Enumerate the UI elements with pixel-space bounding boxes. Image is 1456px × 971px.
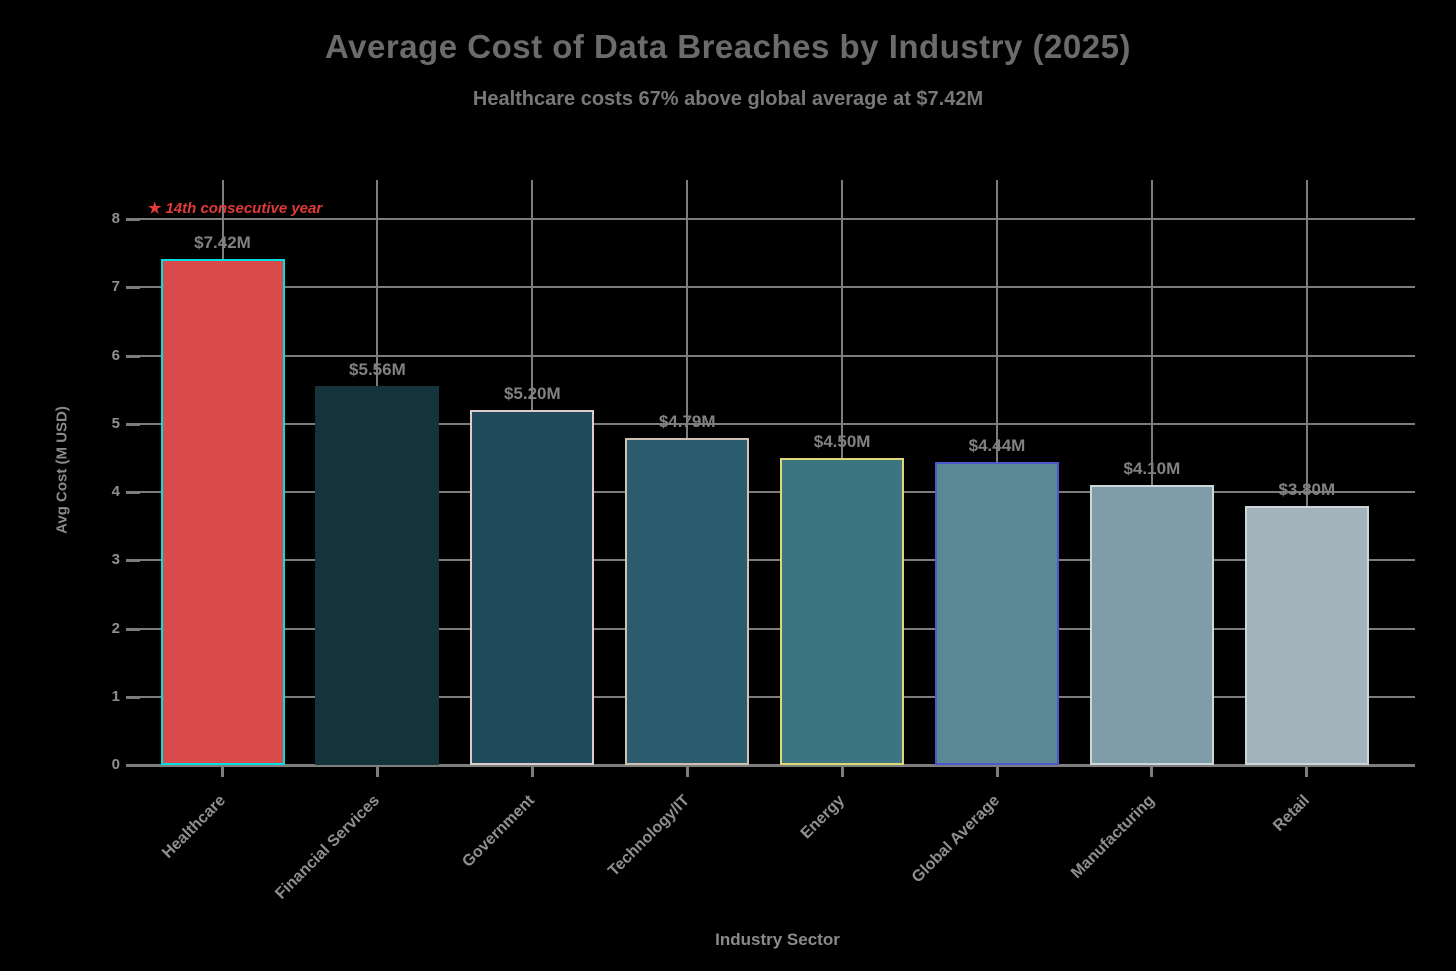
x-axis-tick — [221, 765, 224, 777]
y-axis-tick — [126, 286, 140, 290]
y-axis-title: Avg Cost (M USD) — [53, 406, 71, 534]
horizontal-gridline — [140, 695, 1415, 698]
chart-title: Average Cost of Data Breaches by Industr… — [325, 28, 1131, 65]
x-axis-tick — [995, 765, 999, 777]
y-axis-tick — [126, 627, 140, 631]
bar-healthcare — [160, 258, 285, 765]
horizontal-gridline — [140, 627, 1415, 630]
x-axis-tick — [375, 765, 379, 777]
bar-value-label: $5.20M — [503, 384, 561, 404]
x-axis-title: Industry Sector — [715, 930, 840, 949]
horizontal-gridline — [140, 559, 1415, 562]
x-axis-tick — [530, 765, 534, 777]
y-tick-label: 2 — [111, 619, 120, 637]
x-axis-tick — [1305, 765, 1309, 777]
y-tick-label: 8 — [111, 210, 120, 227]
star-icon: ★ — [148, 200, 162, 217]
y-axis-tick — [126, 764, 140, 767]
chart-subtitle: Healthcare costs 67% above global averag… — [472, 88, 984, 110]
bar-financial-services — [315, 385, 440, 765]
bar-government — [470, 410, 595, 765]
y-tick-label: 3 — [111, 551, 120, 569]
bar-value-label: $4.10M — [1123, 459, 1181, 479]
bar-value-label: $3.80M — [1278, 479, 1336, 499]
bar-retail — [1244, 505, 1369, 765]
horizontal-gridline — [140, 491, 1415, 493]
y-tick-label: 6 — [111, 346, 120, 364]
horizontal-gridline — [140, 286, 1415, 289]
x-axis-tick — [1150, 765, 1154, 777]
y-axis-tick — [126, 354, 140, 358]
bar-value-label: $4.44M — [968, 435, 1026, 455]
bar-value-label: $4.79M — [658, 412, 716, 432]
y-axis-tick — [126, 695, 140, 699]
horizontal-gridline — [140, 764, 1415, 767]
bar-manufacturing — [1089, 485, 1214, 765]
bar-technology-it — [625, 438, 750, 765]
horizontal-gridline — [140, 218, 1415, 220]
vertical-gridline — [1305, 180, 1308, 765]
y-axis-tick — [126, 491, 140, 494]
horizontal-gridline — [140, 422, 1415, 425]
horizontal-gridline — [140, 354, 1415, 357]
y-tick-label: 7 — [111, 278, 120, 296]
y-tick-label: 0 — [111, 756, 120, 773]
bar-value-label: $5.56M — [349, 359, 406, 379]
annotation-14th-year: ★ 14th consecutive year — [148, 199, 322, 217]
y-tick-label: 1 — [111, 687, 120, 705]
bar-global-average — [935, 461, 1059, 765]
annotation-text: 14th consecutive year — [165, 200, 323, 217]
y-tick-label: 5 — [111, 414, 120, 432]
vertical-gridline — [1150, 180, 1153, 765]
x-axis-tick — [685, 765, 689, 777]
y-axis-tick — [126, 422, 140, 426]
bar-energy — [780, 457, 905, 765]
x-axis-tick — [840, 765, 844, 777]
y-axis-tick — [126, 559, 140, 563]
bar-value-label: $4.50M — [813, 431, 871, 451]
y-axis-tick — [126, 218, 140, 221]
bar-value-label: $7.42M — [194, 232, 251, 252]
y-tick-label: 4 — [111, 483, 120, 500]
